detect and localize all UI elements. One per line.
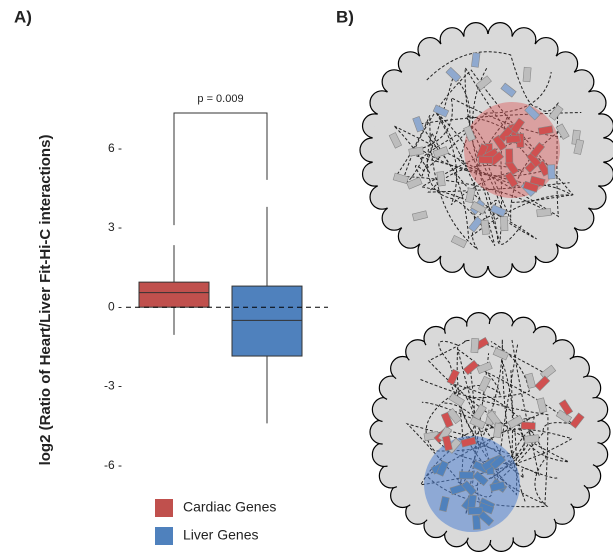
significance-bracket	[174, 113, 267, 225]
legend-label: Cardiac Genes	[183, 499, 276, 515]
legend-label: Liver Genes	[183, 527, 258, 543]
gene	[478, 156, 492, 164]
gene	[523, 67, 531, 82]
legend-swatch	[155, 527, 173, 545]
y-tick-label: 6 -	[108, 141, 122, 155]
gene	[437, 171, 446, 186]
gene	[506, 149, 513, 163]
y-tick-label: 0 -	[108, 299, 122, 313]
gene	[521, 422, 535, 430]
y-axis-label: log2 (Ratio of Heart/Liver Fit-Hi-C inte…	[37, 135, 54, 466]
figure: A) B) log2 (Ratio of Heart/Liver Fit-Hi-…	[0, 0, 613, 552]
gene	[548, 165, 556, 179]
panel-label: A)	[14, 7, 32, 26]
gene	[537, 208, 552, 216]
panel-label: B)	[336, 7, 354, 26]
gene	[459, 472, 473, 479]
box	[139, 282, 209, 307]
legend-swatch	[155, 499, 173, 517]
p-value: p = 0.009	[197, 93, 243, 105]
y-tick-label: 3 -	[108, 220, 122, 234]
gene	[471, 338, 479, 352]
gene	[471, 53, 480, 68]
gene	[481, 220, 490, 235]
gene	[506, 135, 521, 143]
gene	[501, 217, 508, 231]
gene	[524, 435, 539, 444]
box	[232, 286, 302, 356]
y-tick-label: -3 -	[104, 379, 122, 393]
gene	[468, 507, 482, 514]
diagram	[360, 23, 613, 552]
y-tick-label: -6 -	[104, 458, 122, 472]
active-hub	[424, 436, 520, 532]
